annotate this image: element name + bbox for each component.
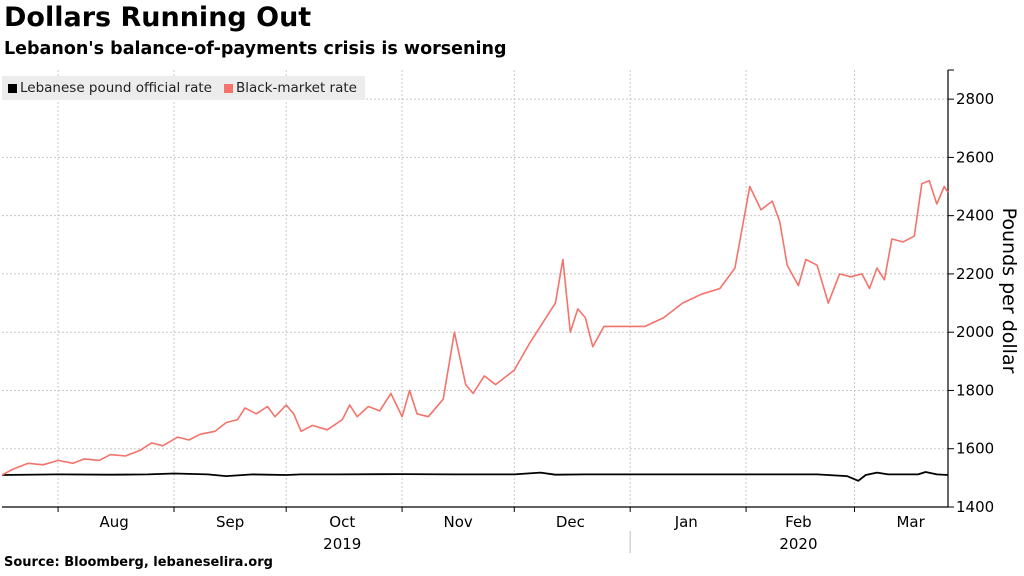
legend: Lebanese pound official rate Black-marke… (2, 76, 365, 100)
x-year-label: 2019 (323, 535, 361, 553)
x-year-label: 2020 (779, 535, 817, 553)
y-axis-title: Pounds per dollar (998, 208, 1020, 374)
y-tick-label: 2800 (956, 90, 994, 108)
legend-item-official: Lebanese pound official rate (8, 80, 212, 96)
x-tick-label: Feb (785, 513, 812, 531)
chart-title: Dollars Running Out (4, 2, 312, 33)
legend-label-black-market: Black-market rate (235, 80, 357, 96)
y-tick-label: 1600 (956, 440, 994, 458)
y-tick-label: 1400 (956, 498, 994, 516)
legend-label-official: Lebanese pound official rate (20, 80, 212, 96)
y-tick-label: 1800 (956, 381, 994, 399)
x-tick-label: Oct (329, 513, 355, 531)
series-line-official (1, 471, 949, 482)
legend-item-black-market: Black-market rate (223, 80, 357, 96)
x-tick-label: Jan (674, 513, 698, 531)
x-tick-label: Mar (896, 513, 925, 531)
x-tick-label: Sep (216, 513, 244, 531)
chart-subtitle: Lebanon's balance-of-payments crisis is … (4, 39, 507, 59)
x-tick-label: Aug (100, 513, 129, 531)
y-tick-label: 2200 (956, 265, 994, 283)
x-tick-label: Dec (556, 513, 585, 531)
legend-swatch-black-market (223, 83, 233, 93)
y-tick-label: 2600 (956, 148, 994, 166)
source-note: Source: Bloomberg, lebaneselira.org (4, 555, 273, 570)
legend-swatch-official (8, 83, 17, 93)
y-tick-label: 2400 (956, 207, 994, 225)
y-tick-label: 2000 (956, 323, 994, 341)
x-tick-label: Nov (444, 513, 473, 531)
series-line-black-market (1, 179, 949, 476)
